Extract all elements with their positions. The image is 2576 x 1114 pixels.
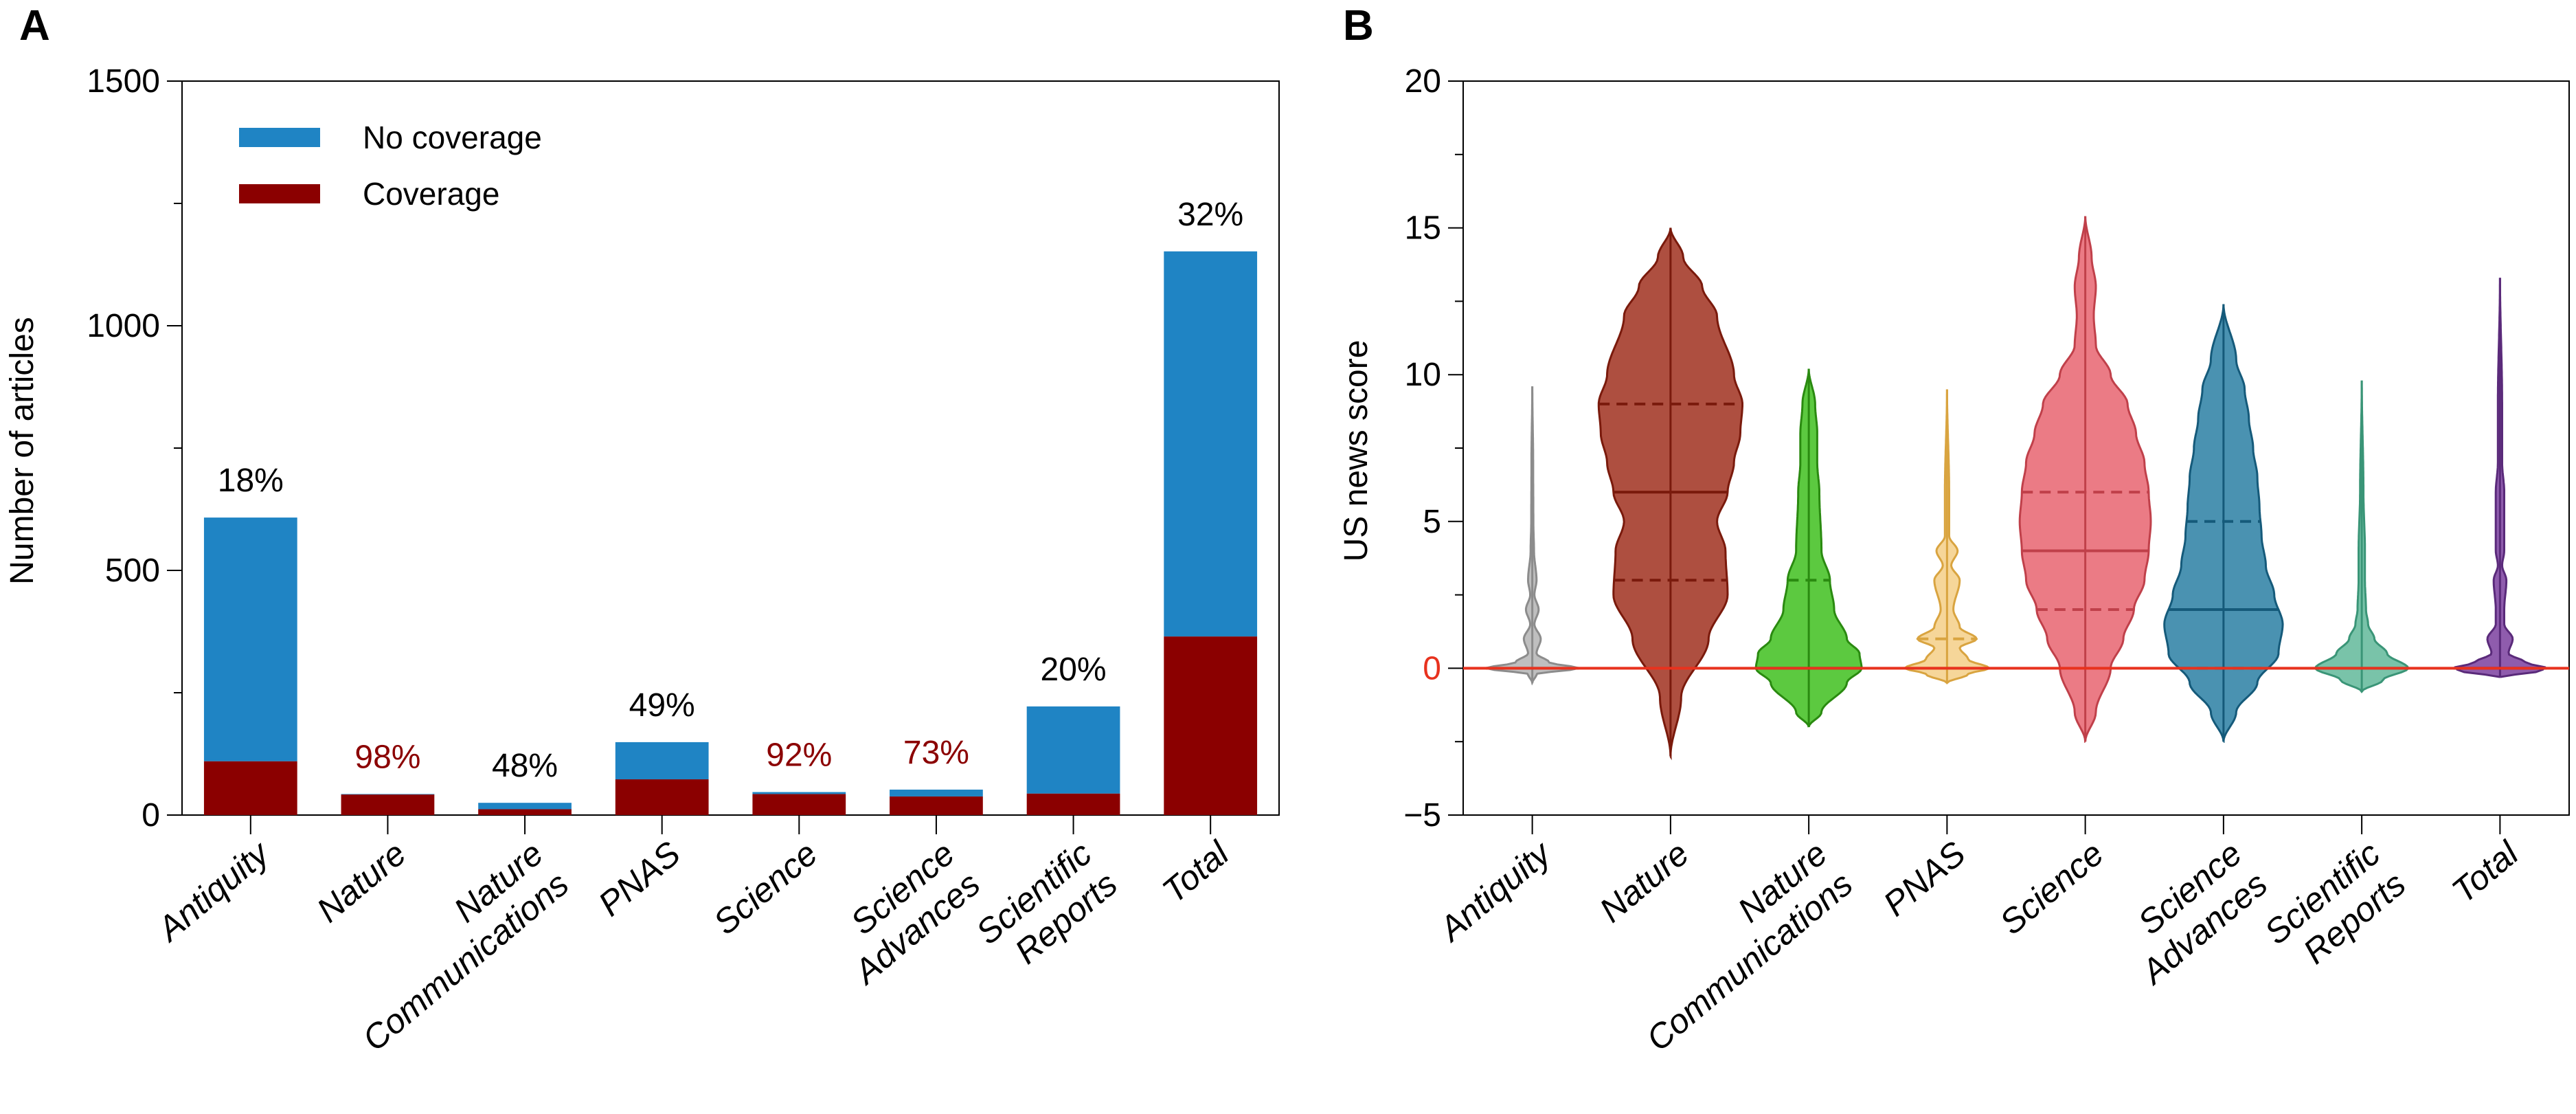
b-x-tick-label-line: PNAS bbox=[1876, 834, 1972, 924]
b-y-tick-label: 0 bbox=[1423, 650, 1441, 687]
a-bar-coverage bbox=[1026, 793, 1120, 815]
a-bar-percent-label: 20% bbox=[1041, 651, 1107, 688]
a-legend-swatch bbox=[239, 128, 320, 147]
a-bar-percent-label: 18% bbox=[218, 463, 284, 499]
b-violin bbox=[1485, 386, 1579, 686]
b-violin bbox=[2314, 380, 2410, 693]
a-axes bbox=[167, 80, 1280, 834]
a-bar-percent-label: 48% bbox=[492, 748, 558, 784]
a-bar-percent-label: 73% bbox=[903, 735, 969, 771]
b-x-tick-label: Nature bbox=[1592, 834, 1696, 930]
b-x-tick-label-line: Total bbox=[2445, 833, 2527, 911]
b-violin bbox=[1754, 368, 1863, 728]
a-bar-coverage bbox=[478, 809, 572, 815]
b-x-tick-label: Science bbox=[1992, 834, 2110, 942]
a-bar-no-coverage bbox=[752, 792, 846, 794]
b-y-tick-label: 15 bbox=[1405, 210, 1441, 247]
a-x-tick-label: Antiquity bbox=[149, 833, 278, 950]
a-bar-no-coverage bbox=[615, 742, 709, 780]
a-bar-percent-label: 92% bbox=[766, 737, 832, 774]
a-bar-no-coverage bbox=[890, 789, 983, 796]
b-y-tick-label: 5 bbox=[1423, 504, 1441, 540]
b-y-tick-label: −5 bbox=[1403, 797, 1441, 834]
a-bar-coverage bbox=[752, 794, 846, 815]
b-axes bbox=[1448, 80, 2570, 834]
a-bar-coverage bbox=[1164, 636, 1258, 815]
chart-panel-a: 18% 98% 48% 49% 92% 73% 20% 32% Antiquity Nature… bbox=[4, 63, 1280, 1059]
b-x-tick-label: Antiquity bbox=[1430, 833, 1559, 950]
a-legend-label: Coverage bbox=[363, 176, 499, 212]
a-y-tick-label: 1500 bbox=[87, 63, 160, 100]
a-bar-no-coverage bbox=[1026, 706, 1120, 794]
a-x-tick-label-line: Science bbox=[706, 834, 824, 942]
a-bar-no-coverage bbox=[1164, 251, 1258, 637]
a-y-tick-label: 500 bbox=[105, 553, 160, 589]
b-y-tick-labels: −5 0 5 10 15 20 bbox=[1403, 63, 1441, 834]
b-violin bbox=[1597, 227, 1743, 757]
b-violin bbox=[1902, 389, 1991, 685]
a-x-tick-label: Nature bbox=[310, 834, 414, 930]
a-x-tick-label: Total bbox=[1155, 833, 1237, 911]
a-y-tick-labels: 0 500 1000 1500 bbox=[87, 63, 160, 834]
a-legend-label: No coverage bbox=[363, 120, 542, 155]
b-y-tick-label: 10 bbox=[1405, 357, 1441, 393]
a-bar-no-coverage bbox=[203, 517, 297, 761]
a-bar-percent-label: 49% bbox=[629, 687, 695, 724]
b-x-tick-label-line: Nature bbox=[1592, 834, 1696, 930]
a-bar-percent-label: 98% bbox=[354, 739, 420, 775]
a-plot-frame bbox=[181, 80, 1280, 816]
b-violin bbox=[2163, 304, 2284, 743]
b-y-axis-label: US news score bbox=[1338, 340, 1375, 562]
a-bar-percent-label: 32% bbox=[1177, 197, 1243, 233]
a-x-tick-label: PNAS bbox=[591, 834, 687, 924]
a-y-tick-label: 1000 bbox=[87, 308, 160, 344]
a-bar-no-coverage bbox=[478, 803, 572, 810]
a-x-tick-label-line: Nature bbox=[310, 834, 414, 930]
a-legend-swatch bbox=[239, 184, 320, 203]
b-violins bbox=[1463, 216, 2569, 757]
a-bar-coverage bbox=[203, 761, 297, 815]
panel-label-b: B bbox=[1343, 2, 1374, 49]
b-x-tick-label: Total bbox=[2445, 833, 2527, 911]
a-bar-coverage bbox=[615, 779, 709, 815]
a-y-tick-label: 0 bbox=[142, 797, 160, 834]
a-x-tick-label-line: Total bbox=[1155, 833, 1237, 911]
b-y-tick-label: 20 bbox=[1405, 63, 1441, 100]
a-y-axis-label: Number of articles bbox=[4, 317, 41, 584]
a-bars bbox=[203, 251, 1258, 815]
a-bar-coverage bbox=[341, 794, 435, 815]
b-x-tick-label-line: Science bbox=[1992, 834, 2110, 942]
b-violin bbox=[2453, 278, 2547, 678]
b-violin bbox=[2018, 216, 2152, 743]
a-bar-coverage bbox=[890, 796, 983, 815]
a-x-tick-label-line: Antiquity bbox=[149, 833, 278, 950]
b-x-tick-label-line: Antiquity bbox=[1430, 833, 1559, 950]
panel-label-a: A bbox=[19, 2, 50, 49]
a-x-tick-label: Science bbox=[706, 834, 824, 942]
a-annotations: 18% 98% 48% 49% 92% 73% 20% 32% bbox=[218, 197, 1243, 784]
a-x-tick-label-line: PNAS bbox=[591, 834, 687, 924]
b-x-tick-label: PNAS bbox=[1876, 834, 1972, 924]
a-legend: No coverage Coverage bbox=[239, 120, 542, 212]
